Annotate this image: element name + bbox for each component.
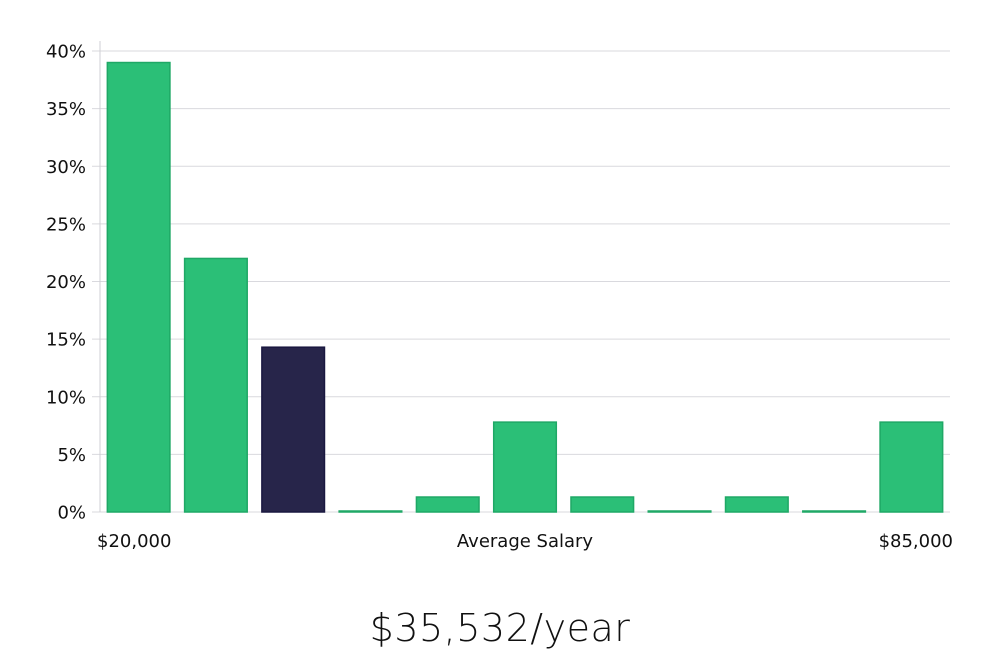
- y-tick-label: 30%: [46, 157, 86, 178]
- x-end-label: $85,000: [879, 531, 953, 552]
- y-tick-label: 40%: [46, 42, 86, 63]
- average-salary-value: $35,532/year: [369, 606, 631, 650]
- bar: [724, 496, 789, 513]
- bar: [183, 257, 248, 513]
- x-axis-title: Average Salary: [457, 531, 594, 552]
- bar: [415, 496, 480, 513]
- bar-highlighted: [261, 346, 326, 513]
- bar: [492, 421, 558, 513]
- y-axis: 0% 5% 10% 15% 20% 25% 30% 35% 40%: [46, 41, 101, 524]
- y-tick-label: 0%: [57, 503, 86, 524]
- bar: [879, 421, 944, 513]
- y-tick-label: 25%: [46, 214, 86, 235]
- y-tick-label: 10%: [46, 387, 86, 408]
- bar: [106, 61, 171, 513]
- y-tick-label: 15%: [46, 330, 86, 351]
- salary-histogram: 0% 5% 10% 15% 20% 25% 30% 35% 40% $20,000 Averag…: [46, 41, 953, 552]
- bar: [802, 510, 867, 513]
- bar: [338, 510, 403, 513]
- bar: [570, 496, 635, 513]
- y-tick-label: 5%: [57, 445, 86, 466]
- bars: [106, 61, 944, 513]
- bar: [647, 510, 712, 513]
- y-tick-label: 35%: [46, 99, 86, 120]
- x-start-label: $20,000: [97, 531, 171, 552]
- y-tick-label: 20%: [46, 272, 86, 293]
